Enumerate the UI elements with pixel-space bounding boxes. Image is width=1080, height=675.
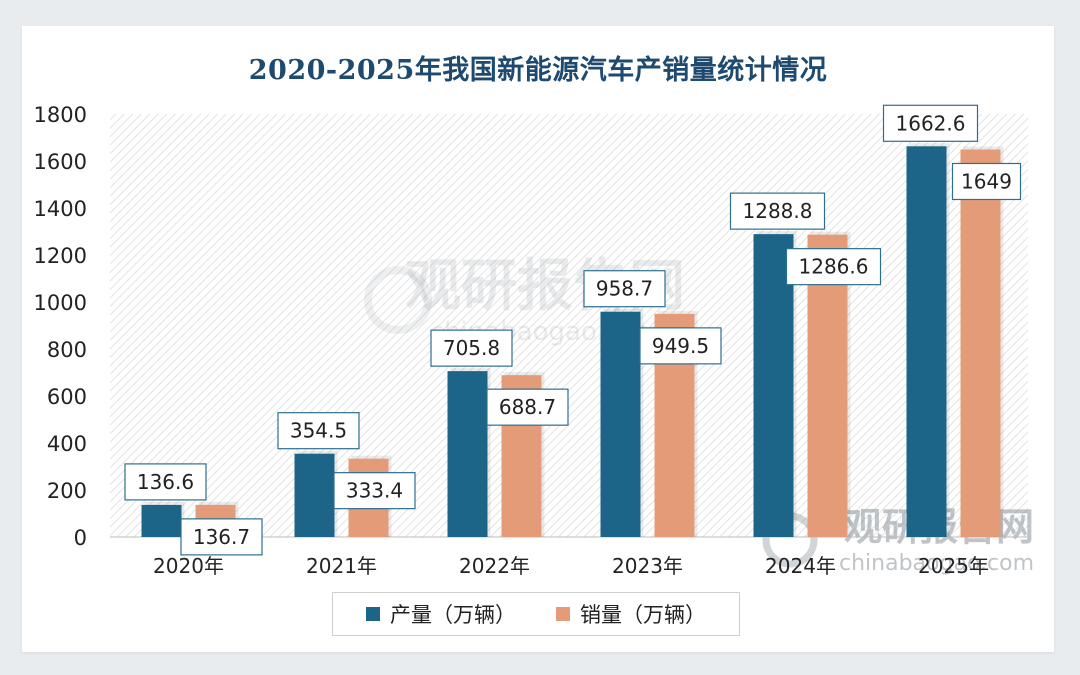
legend-item-production: 产量（万辆） [366, 599, 516, 629]
y-tick-label: 200 [47, 479, 87, 503]
y-tick-label: 800 [47, 338, 87, 362]
bar-production [141, 504, 182, 537]
data-label-box [430, 329, 513, 367]
data-label-box [124, 463, 207, 501]
data-label-text: 688.7 [499, 395, 556, 419]
data-label-production: 958.7 [583, 270, 666, 308]
x-tick-label: 2023年 [612, 554, 683, 578]
data-label-text: 1286.6 [799, 255, 869, 279]
data-label-text: 136.7 [193, 525, 250, 549]
watermark-site-corner: chinabaogao.com [839, 551, 1034, 576]
legend-swatch-production [366, 607, 380, 621]
data-label-text: 354.5 [290, 419, 347, 443]
y-tick-label: 1400 [34, 197, 87, 221]
x-tick-label: 2025年 [918, 554, 989, 578]
x-tick-label: 2021年 [306, 554, 377, 578]
bar-production [294, 453, 335, 537]
data-label-production: 705.8 [430, 329, 513, 367]
bar-production [447, 371, 488, 537]
data-label-production: 354.5 [277, 412, 360, 450]
y-tick-label: 1000 [34, 291, 87, 315]
chart-legend: 产量（万辆） 销量（万辆） [332, 592, 740, 636]
data-label-text: 958.7 [596, 277, 653, 301]
y-tick-label: 0 [74, 526, 87, 550]
y-tick-label: 1200 [34, 244, 87, 268]
data-label-box [583, 270, 666, 308]
data-label-box [486, 388, 569, 426]
data-label-box [180, 518, 263, 556]
x-tick-label: 2024年 [765, 554, 836, 578]
chart-title: 2020-2025年我国新能源汽车产销量统计情况 [248, 55, 828, 86]
data-label-sales: 136.7 [180, 518, 263, 556]
data-label-text: 949.5 [652, 334, 709, 358]
data-label-box [277, 412, 360, 450]
data-label-text: 1649 [961, 169, 1012, 193]
x-tick-label: 2022年 [459, 554, 530, 578]
data-label-box [333, 472, 416, 510]
legend-label-production: 产量（万辆） [390, 603, 516, 627]
data-label-sales: 949.5 [639, 327, 722, 365]
plot-background [110, 114, 1028, 537]
y-tick-label: 400 [47, 432, 87, 456]
data-label-sales: 688.7 [486, 388, 569, 426]
data-label-sales: 1286.6 [785, 248, 882, 286]
data-label-text: 1662.6 [896, 111, 966, 135]
x-tick-label: 2020年 [153, 554, 224, 578]
legend-item-sales: 销量（万辆） [556, 599, 706, 629]
bar-production [906, 146, 947, 537]
data-label-box [729, 192, 826, 230]
data-label-sales: 1649 [951, 162, 1022, 201]
legend-swatch-sales [556, 607, 570, 621]
y-tick-label: 1800 [34, 103, 87, 127]
data-label-production: 1662.6 [882, 104, 979, 142]
y-tick-label: 1600 [34, 150, 87, 174]
data-label-text: 705.8 [443, 336, 500, 360]
data-label-production: 136.6 [124, 463, 207, 501]
data-label-box [951, 162, 1022, 201]
watermark-logo-icon [364, 266, 432, 334]
data-label-box [785, 248, 882, 286]
data-label-production: 1288.8 [729, 192, 826, 230]
data-label-text: 333.4 [346, 479, 403, 503]
data-label-sales: 333.4 [333, 472, 416, 510]
legend-label-sales: 销量（万辆） [580, 603, 706, 627]
data-label-text: 136.6 [137, 470, 194, 494]
bar-sales [960, 149, 1001, 538]
data-label-text: 1288.8 [743, 199, 813, 223]
bar-production [600, 311, 641, 537]
data-label-box [639, 327, 722, 365]
data-label-box [882, 104, 979, 142]
y-tick-label: 600 [47, 385, 87, 409]
